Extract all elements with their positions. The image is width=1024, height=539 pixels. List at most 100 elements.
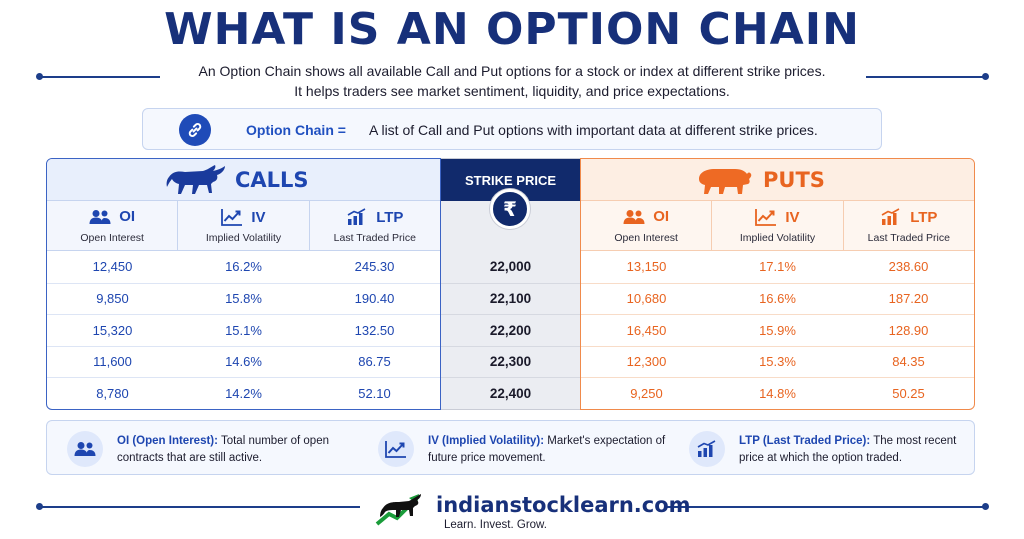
line-chart-icon	[755, 209, 777, 226]
strike-panel: STRIKE PRICE ₹ 22,000 22,100 22,200 22,3…	[441, 158, 580, 410]
calls-oi-cell: 8,780	[96, 385, 129, 401]
strike-value: 22,100	[441, 282, 580, 315]
calls-ltp-cell: 190.40	[354, 291, 395, 307]
decor-line-right	[866, 76, 986, 78]
people-icon	[89, 209, 111, 224]
puts-iv-cell: 17.1%	[759, 259, 796, 275]
calls-rows: 12,450 16.2% 245.30 9,850 15.8% 190.40 1…	[47, 251, 440, 409]
people-icon	[623, 209, 645, 224]
definition-box: Option Chain = A list of Call and Put op…	[142, 108, 882, 150]
puts-col-oi-sub: Open Interest	[614, 232, 678, 244]
calls-oi-cell: 11,600	[93, 354, 132, 370]
strike-value: 22,300	[441, 345, 580, 378]
puts-iv-cell: 16.6%	[759, 291, 796, 307]
puts-col-oi-title: OI	[653, 208, 670, 225]
legend-desc-ltp: The most recent price at which the optio…	[739, 435, 957, 464]
legend-desc-iv: Market's expectation of future price mov…	[428, 435, 666, 464]
table-row: 10,680 16.6% 187.20	[581, 282, 974, 315]
calls-oi-cell: 15,320	[92, 322, 133, 338]
puts-col-ltp-sub: Last Traded Price	[867, 232, 950, 244]
calls-ltp-cell: 245.30	[354, 259, 395, 275]
calls-iv-cell: 15.1%	[225, 322, 262, 338]
table-row: 16,450 15.9% 128.90	[581, 314, 974, 346]
calls-col-iv-title: IV	[251, 208, 266, 226]
legend-text-iv: IV (Implied Volatility): Market's expect…	[428, 433, 668, 467]
puts-col-oi: OI Open Interest	[581, 201, 711, 250]
footer-dot-left	[36, 503, 43, 510]
puts-panel: PUTS OI Open Interest IV Implied Volatil…	[580, 158, 975, 410]
definition-text: A list of Call and Put options with impo…	[369, 122, 818, 138]
legend-text-oi: OI (Open Interest): Total number of open…	[117, 433, 357, 467]
puts-ltp-cell: 238.60	[888, 259, 929, 275]
table-row: 12,450 16.2% 245.30	[47, 251, 440, 283]
puts-col-iv-title: IV	[785, 208, 800, 226]
calls-iv-cell: 14.2%	[225, 385, 262, 401]
legend-item-ltp: LTP (Last Traded Price): The most recent…	[669, 421, 974, 476]
calls-label: CALLS	[235, 168, 309, 192]
legend-term-ltp: LTP (Last Traded Price):	[739, 435, 871, 447]
table-row: 9,850 15.8% 190.40	[47, 282, 440, 315]
puts-col-ltp-title: LTP	[910, 208, 938, 226]
link-icon	[179, 114, 211, 146]
bar-chart-icon	[689, 431, 725, 467]
calls-col-ltp-sub: Last Traded Price	[333, 232, 416, 244]
puts-ltp-cell: 84.35	[892, 354, 925, 370]
brand-name[interactable]: indianstocklearn.com	[436, 493, 691, 517]
table-row: 12,300 15.3% 84.35	[581, 345, 974, 378]
puts-ltp-cell: 187.20	[888, 291, 929, 307]
line-chart-icon	[221, 209, 243, 226]
puts-col-ltp: LTP Last Traded Price	[842, 201, 974, 250]
puts-ltp-cell: 50.25	[892, 385, 925, 401]
calls-oi-cell: 12,450	[92, 259, 133, 275]
calls-oi-cell: 9,850	[96, 291, 129, 307]
calls-col-oi-title: OI	[119, 208, 136, 225]
puts-oi-cell: 13,150	[626, 259, 667, 275]
footer-dot-right	[982, 503, 989, 510]
subtitle-line-2: It helps traders see market sentiment, l…	[294, 83, 730, 99]
calls-iv-cell: 16.2%	[225, 259, 262, 275]
calls-ltp-cell: 132.50	[354, 322, 395, 338]
legend-text-ltp: LTP (Last Traded Price): The most recent…	[739, 433, 969, 467]
calls-col-iv-sub: Implied Volatility	[205, 232, 282, 244]
puts-header: PUTS	[581, 159, 974, 201]
calls-ltp-cell: 86.75	[358, 354, 391, 370]
puts-ltp-cell: 128.90	[888, 322, 929, 338]
legend-box: OI (Open Interest): Total number of open…	[46, 420, 975, 475]
decor-line-left	[40, 76, 160, 78]
table-row: 9,250 14.8% 50.25	[581, 377, 974, 409]
bull-logo-icon	[375, 494, 421, 526]
bear-icon	[699, 169, 752, 194]
puts-oi-cell: 12,300	[626, 354, 667, 370]
calls-col-ltp: LTP Last Traded Price	[308, 201, 440, 250]
calls-col-oi-sub: Open Interest	[80, 232, 144, 244]
puts-label: PUTS	[763, 168, 825, 192]
strike-rows: 22,000 22,100 22,200 22,300 22,400	[441, 251, 580, 409]
legend-item-oi: OI (Open Interest): Total number of open…	[47, 421, 357, 476]
calls-panel: CALLS OI Open Interest IV Implied Volati…	[46, 158, 441, 410]
definition-term: Option Chain =	[246, 122, 346, 138]
rupee-icon: ₹	[490, 189, 530, 229]
bar-chart-icon	[881, 208, 900, 225]
footer-line-left	[40, 506, 360, 508]
calls-column-headers: OI Open Interest IV Implied Volatility L…	[47, 201, 440, 251]
brand-tagline: Learn. Invest. Grow.	[444, 519, 547, 531]
people-icon	[67, 431, 103, 467]
strike-header: STRIKE PRICE	[441, 159, 580, 201]
strike-value: 22,000	[489, 259, 532, 275]
bull-icon	[166, 165, 225, 194]
calls-ltp-cell: 52.10	[358, 385, 391, 401]
calls-col-oi: OI Open Interest	[47, 201, 177, 250]
puts-iv-cell: 14.8%	[759, 385, 796, 401]
table-row: 8,780 14.2% 52.10	[47, 377, 440, 409]
puts-oi-cell: 10,680	[626, 291, 667, 307]
strike-value: 22,200	[441, 314, 580, 346]
puts-oi-cell: 9,250	[630, 385, 663, 401]
decor-dot-left	[36, 73, 43, 80]
puts-column-headers: OI Open Interest IV Implied Volatility L…	[581, 201, 974, 251]
decor-dot-right	[982, 73, 989, 80]
legend-item-iv: IV (Implied Volatility): Market's expect…	[358, 421, 668, 476]
puts-iv-cell: 15.3%	[759, 354, 796, 370]
strike-label: STRIKE PRICE	[464, 172, 556, 188]
calls-col-iv: IV Implied Volatility	[177, 201, 308, 250]
calls-col-ltp-title: LTP	[376, 208, 404, 226]
